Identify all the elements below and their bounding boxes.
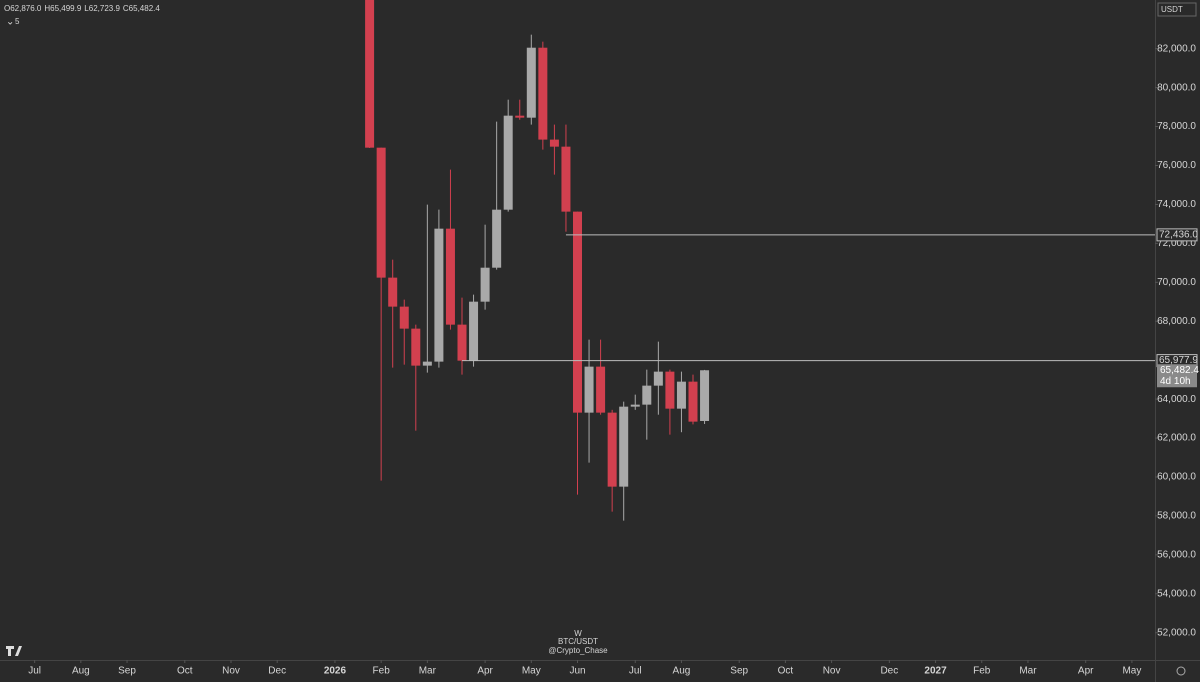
- candle-body: [549, 139, 559, 147]
- x-tick-label: Dec: [880, 666, 898, 677]
- x-tick-label: Feb: [973, 666, 991, 677]
- x-tick-label: Jun: [569, 666, 585, 677]
- candle-body: [457, 324, 467, 361]
- y-tick-label: 68,000.0: [1157, 316, 1196, 327]
- y-tick-label: 78,000.0: [1157, 121, 1196, 132]
- x-tick-label: Oct: [778, 666, 794, 677]
- x-tick-label: Apr: [477, 666, 493, 677]
- x-tick-label: Mar: [419, 666, 437, 677]
- candle-body: [526, 47, 536, 118]
- candle-body: [376, 147, 386, 278]
- candle-body: [630, 404, 640, 407]
- y-tick-label: 52,000.0: [1157, 627, 1196, 638]
- candle-body: [642, 385, 652, 405]
- level-label: 72,436.0: [1159, 230, 1198, 241]
- level-label-box: [1156, 228, 1198, 242]
- candle-body: [492, 209, 502, 268]
- x-tick-label: 2027: [924, 666, 947, 677]
- x-tick-label: Jul: [629, 666, 642, 677]
- x-tick-label: 2026: [324, 666, 347, 677]
- y-tick-label: 56,000.0: [1157, 550, 1196, 561]
- indicator-count: 5: [15, 17, 20, 26]
- plot: [365, 0, 1155, 521]
- candle-body: [388, 277, 398, 307]
- x-tick-label: Oct: [177, 666, 193, 677]
- x-tick-label: Aug: [673, 666, 691, 677]
- candle-body: [422, 361, 432, 366]
- y-tick-label: 70,000.0: [1157, 277, 1196, 288]
- y-tick-label: 58,000.0: [1157, 511, 1196, 522]
- x-tick-label: Feb: [373, 666, 391, 677]
- x-tick-label: May: [522, 666, 541, 677]
- indicator-toggle[interactable]: ⌄: [6, 17, 14, 28]
- watermark-symbol: BTC/USDT: [558, 637, 598, 646]
- watermark-author: @Crypto_Chase: [548, 646, 608, 655]
- candle-body: [445, 228, 455, 325]
- countdown: 4d 10h: [1160, 376, 1191, 387]
- candle-body: [619, 406, 629, 487]
- x-tick-label: Nov: [823, 666, 841, 677]
- candle-body: [665, 371, 675, 409]
- y-tick-label: 80,000.0: [1157, 82, 1196, 93]
- y-tick-label: 72,000.0: [1157, 238, 1196, 249]
- level-label: 65,977.9: [1159, 355, 1198, 366]
- y-tick-label: 76,000.0: [1157, 160, 1196, 171]
- watermark-interval: W: [574, 629, 582, 638]
- x-tick-label: Mar: [1019, 666, 1037, 677]
- y-tick-label: 62,000.0: [1157, 433, 1196, 444]
- x-tick-label: Aug: [72, 666, 90, 677]
- x-tick-label: Sep: [730, 666, 748, 677]
- x-tick-label: May: [1122, 666, 1141, 677]
- y-tick-label: 64,000.0: [1157, 394, 1196, 405]
- y-tick-label: 60,000.0: [1157, 472, 1196, 483]
- candle-body: [607, 412, 617, 487]
- candle-body: [584, 366, 594, 413]
- candle-body: [480, 267, 490, 302]
- ohlc-value: O62,876.0: [4, 4, 42, 13]
- last-price-box: [1157, 364, 1197, 388]
- x-tick-label: Apr: [1078, 666, 1094, 677]
- last-price-label: 65,482.4: [1160, 365, 1199, 376]
- candle-body: [653, 371, 663, 386]
- x-tick-label: Nov: [222, 666, 240, 677]
- candle-body: [411, 328, 421, 366]
- candle-body: [538, 47, 548, 140]
- candle-body: [700, 370, 710, 421]
- currency: USDT: [1161, 5, 1183, 14]
- x-tick-label: Dec: [268, 666, 286, 677]
- ohlc-value: C65,482.4: [123, 4, 160, 13]
- ohlc-header: O62,876.0 H65,499.9 L62,723.9 C65,482.4: [4, 4, 160, 13]
- candle-body: [503, 115, 513, 210]
- ohlc-value: L62,723.9: [84, 4, 120, 13]
- candle-body: [515, 115, 525, 118]
- candle-body: [469, 301, 479, 361]
- candle-body: [596, 366, 606, 413]
- ohlc-value: H65,499.9: [44, 4, 81, 13]
- candle-body: [573, 211, 582, 413]
- y-tick-label: 82,000.0: [1157, 43, 1196, 54]
- settings-icon[interactable]: [1176, 666, 1186, 676]
- candle-body: [365, 0, 375, 148]
- x-tick-label: Sep: [118, 666, 136, 677]
- candle-body: [399, 306, 409, 329]
- logo: [6, 646, 22, 656]
- candle-body: [434, 228, 444, 362]
- candle-body: [688, 381, 698, 422]
- candle-body: [561, 146, 571, 212]
- candle-body: [676, 381, 686, 409]
- x-tick-label: Jul: [28, 666, 41, 677]
- currency-box[interactable]: [1157, 2, 1197, 17]
- y-tick-label: 54,000.0: [1157, 588, 1196, 599]
- y-tick-label: 74,000.0: [1157, 199, 1196, 210]
